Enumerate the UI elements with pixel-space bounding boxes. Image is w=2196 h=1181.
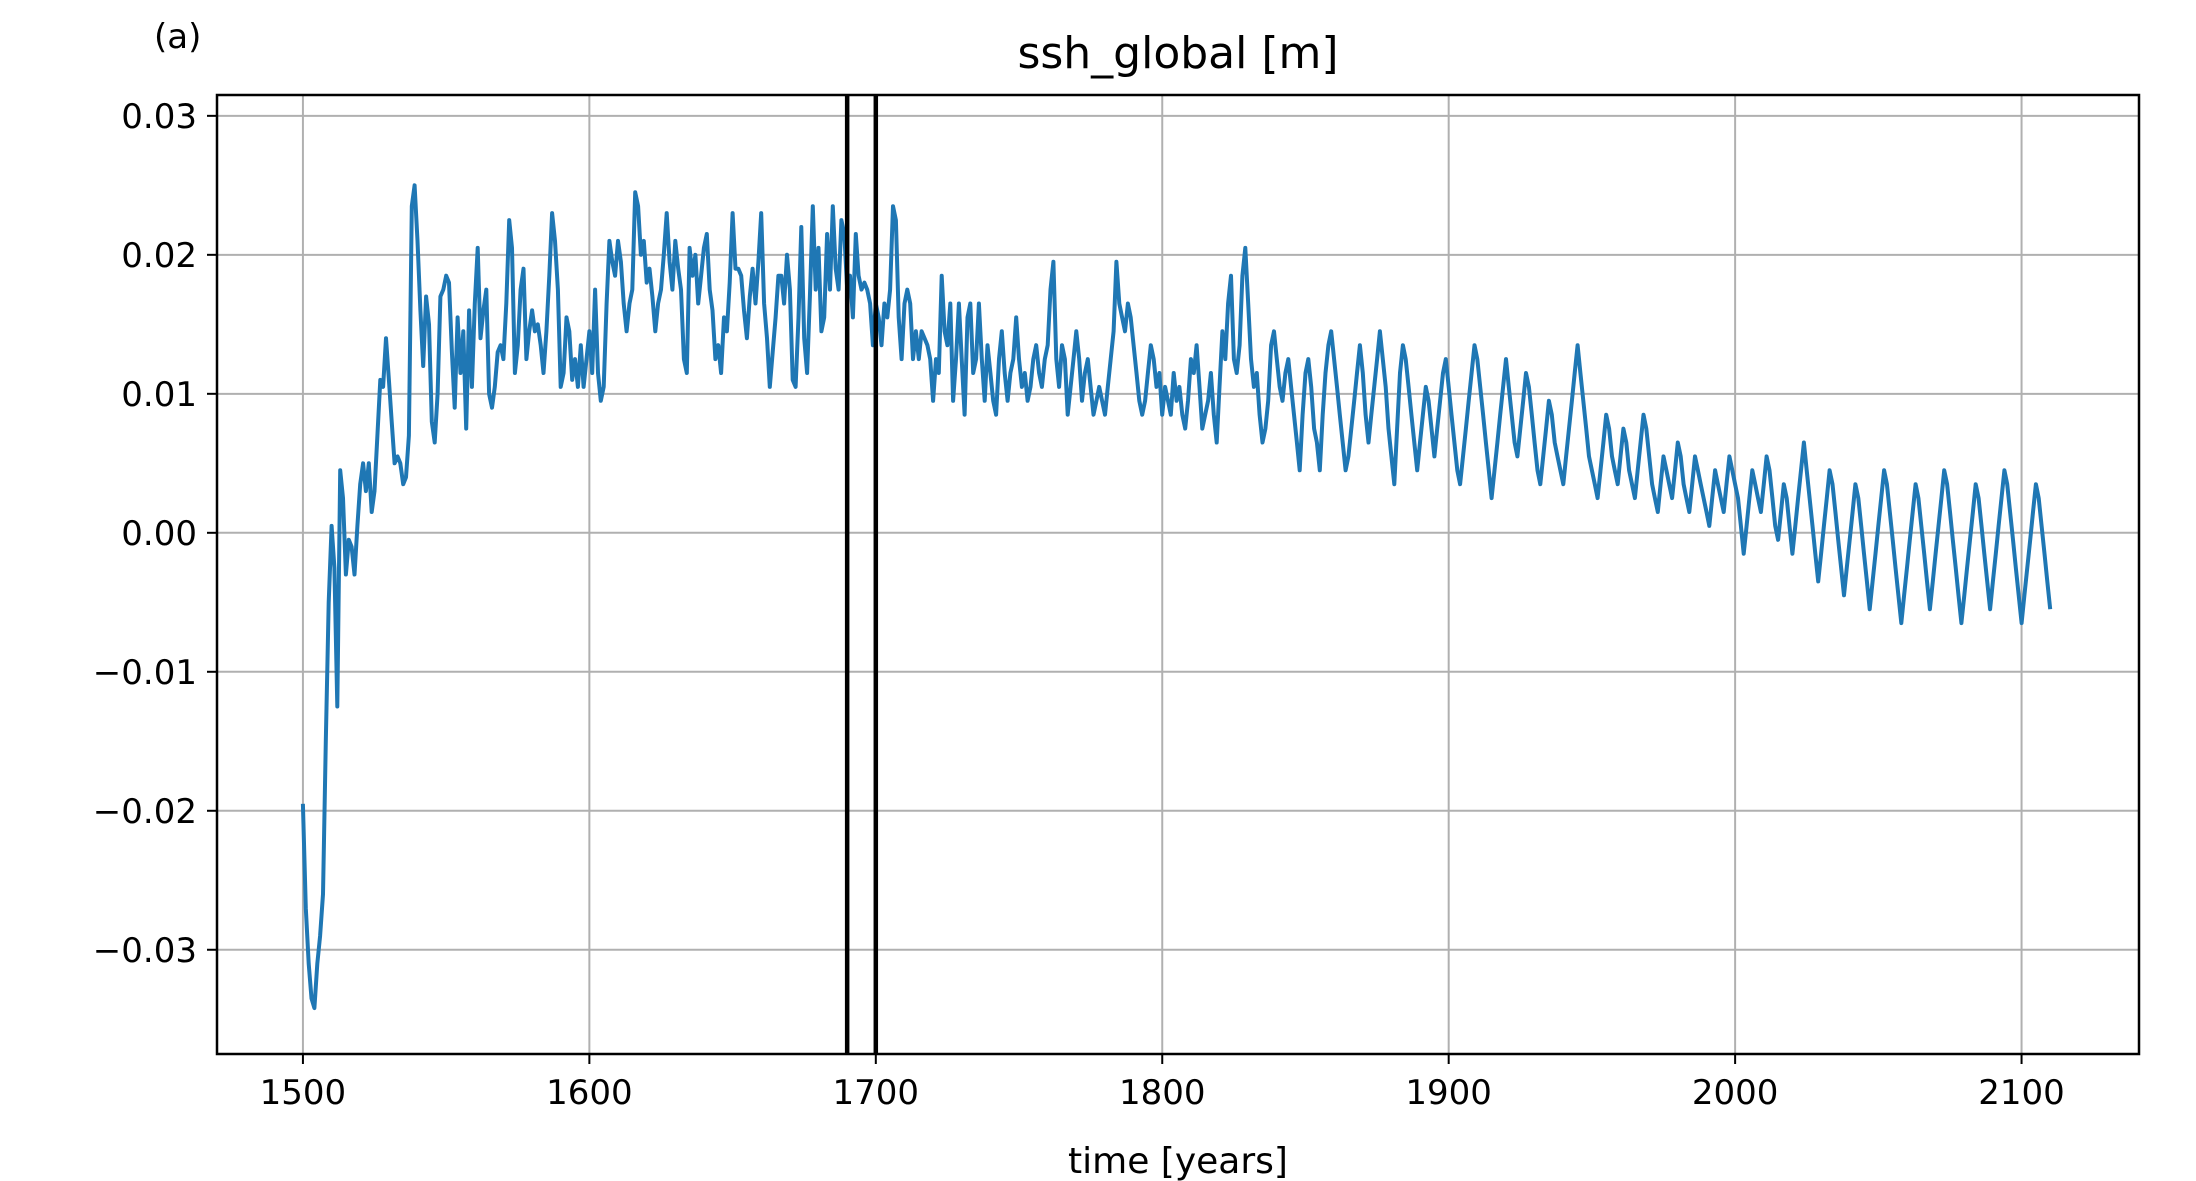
y-tick-label: −0.01: [93, 653, 197, 693]
y-tick-label: 0.02: [121, 236, 197, 276]
plot-frame: [215, 93, 2141, 1056]
vertical-lines: [844, 95, 879, 1054]
grid: [217, 95, 2139, 1054]
x-tick-label: 1700: [833, 1073, 920, 1113]
x-tick-label: 1900: [1405, 1073, 1492, 1113]
chart-title: ssh_global [m]: [1017, 28, 1338, 79]
series-layer: [300, 183, 2053, 1011]
x-tick-label: 1600: [546, 1073, 633, 1113]
y-tick-label: −0.03: [93, 931, 197, 971]
x-tick-label: 1500: [260, 1073, 347, 1113]
x-axis-label: time [years]: [1068, 1141, 1288, 1181]
panel-label: (a): [154, 17, 201, 57]
x-tick-label: 2100: [1978, 1073, 2065, 1113]
x-tick-label: 2000: [1692, 1073, 1779, 1113]
y-axis: 0.03 0.02 0.01 0.00 −0.01 −0.02 −0.03: [93, 97, 217, 971]
series-line: [300, 183, 2053, 1011]
y-tick-label: 0.00: [121, 514, 197, 554]
y-tick-label: −0.02: [93, 792, 197, 832]
x-axis: 1500 1600 1700 1800 1900 2000 2100: [260, 1054, 2065, 1113]
y-tick-label: 0.03: [121, 97, 197, 137]
y-tick-label: 0.01: [121, 375, 197, 415]
x-tick-label: 1800: [1119, 1073, 1206, 1113]
